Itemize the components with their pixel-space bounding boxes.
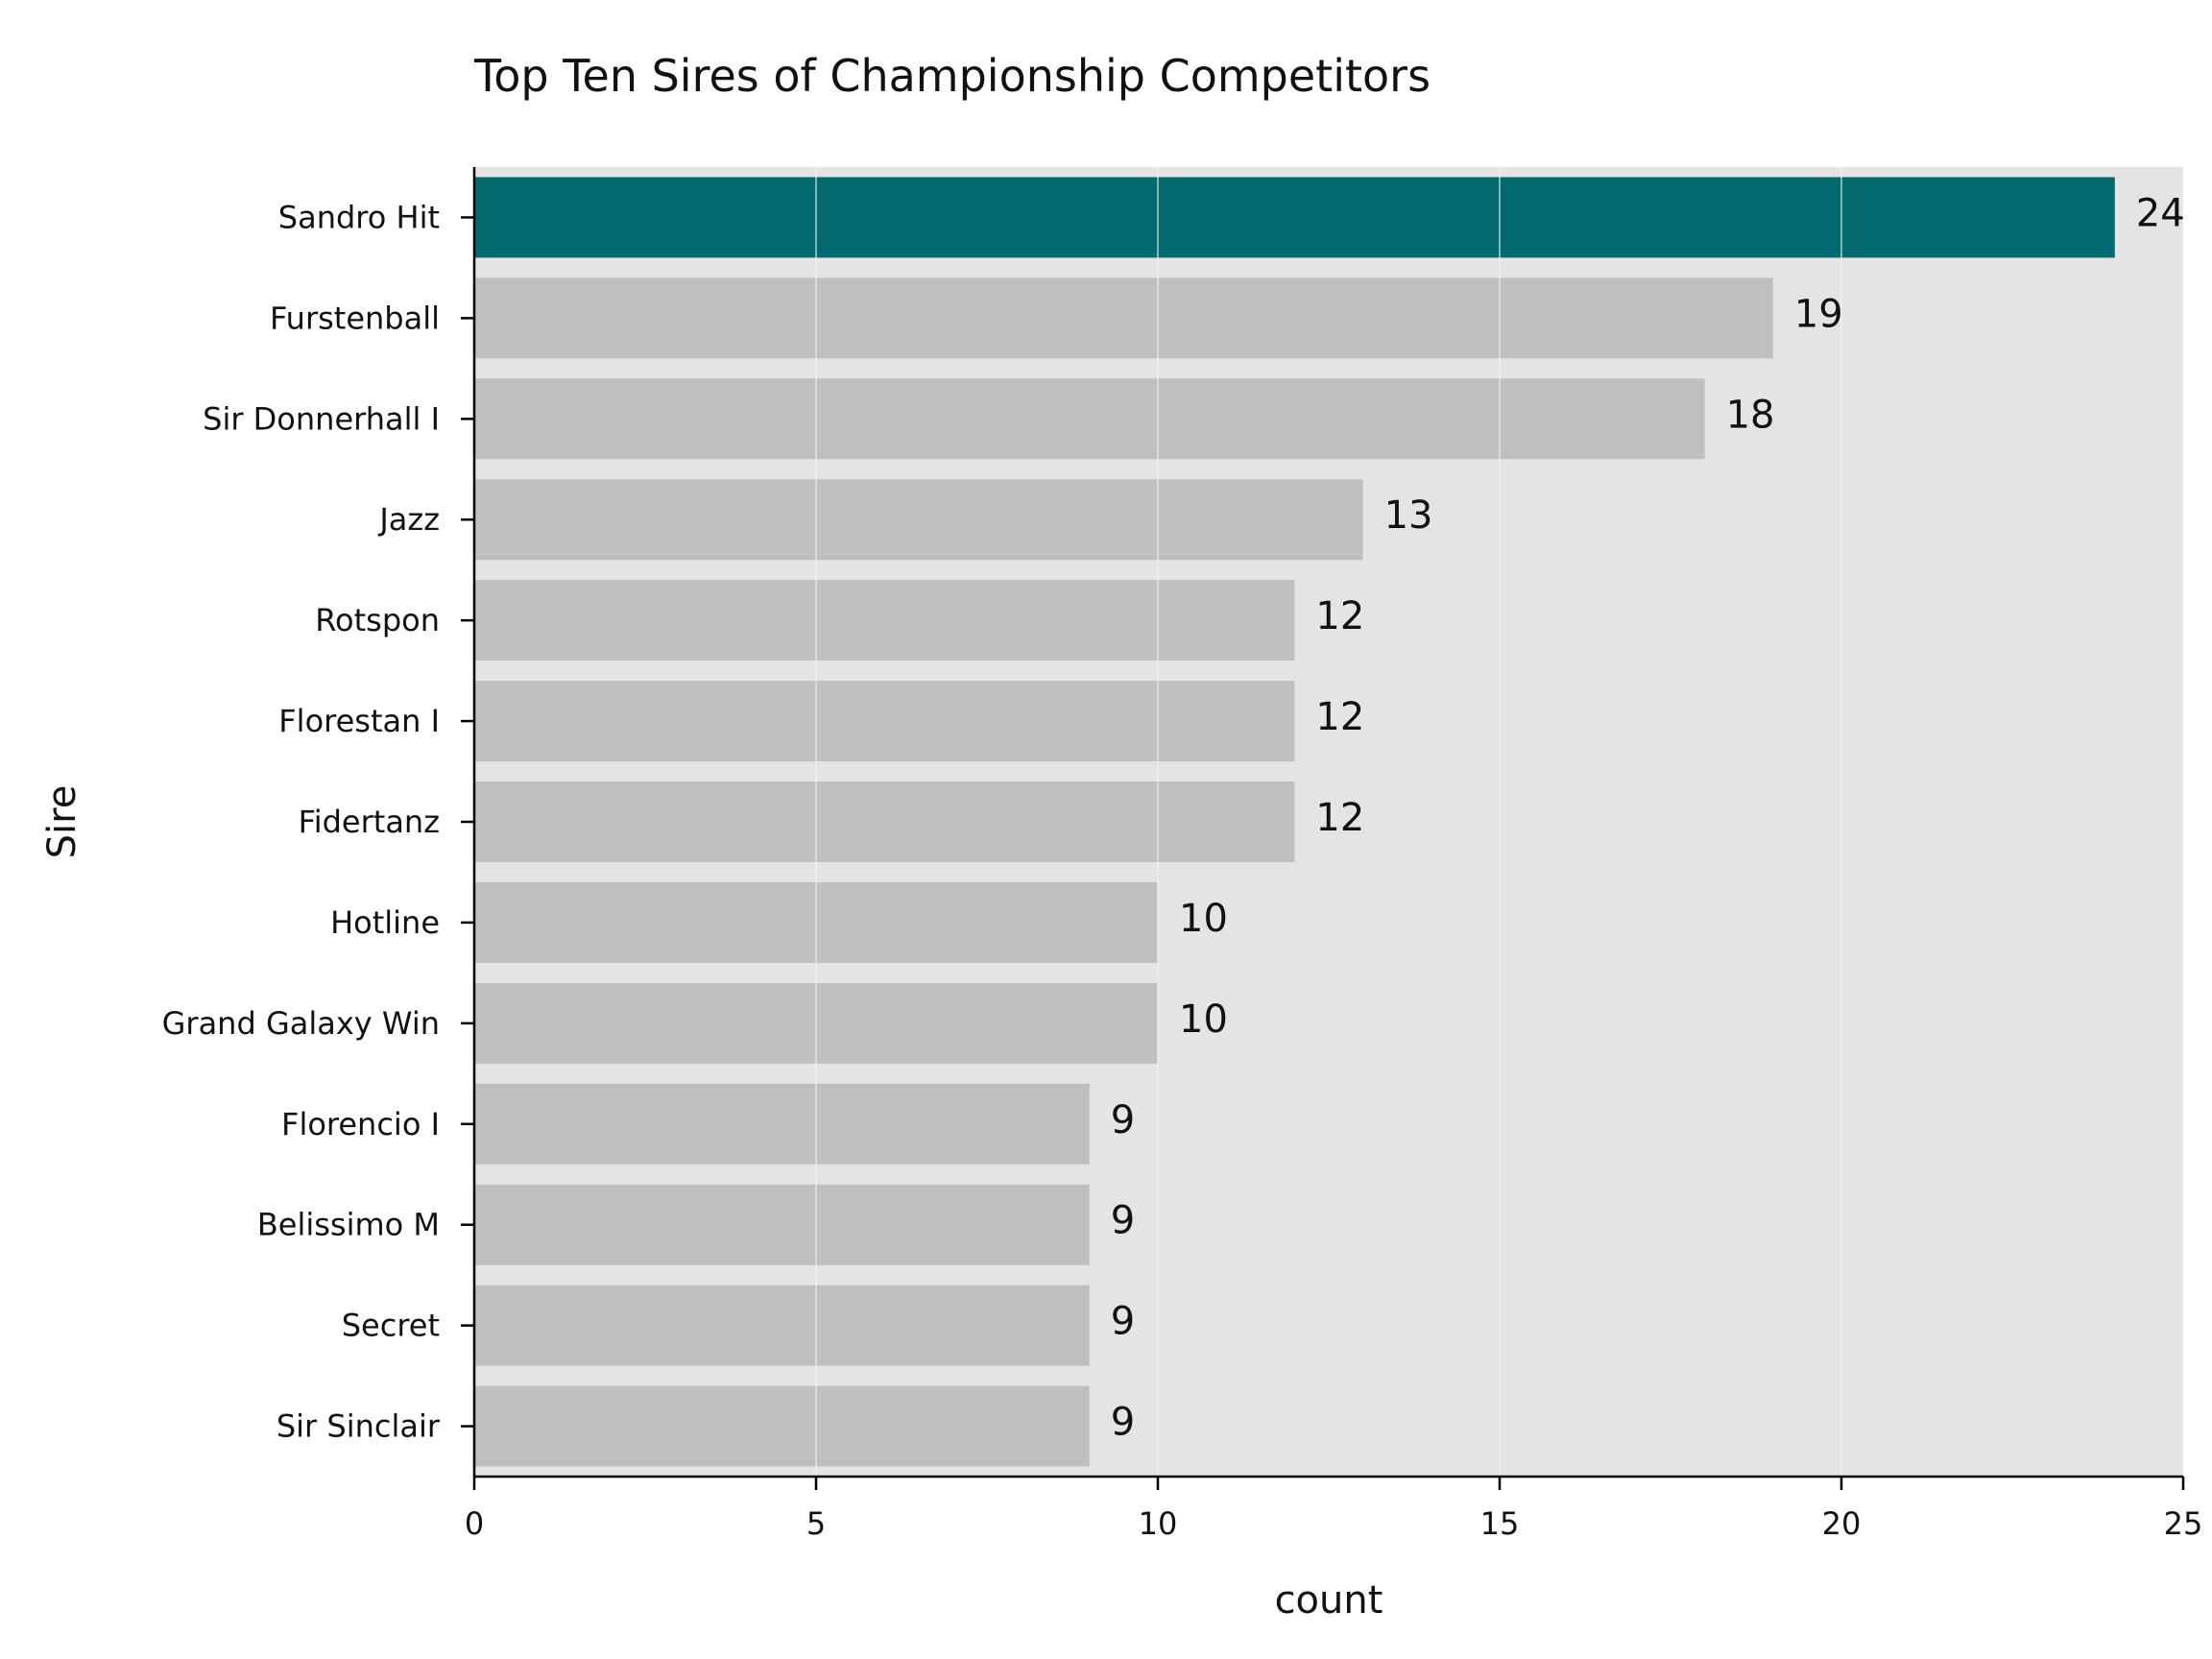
x-tick-label: 15 [1480,1505,1520,1542]
value-label: 9 [1111,1098,1135,1142]
y-tick-label: Furstenball [270,300,440,336]
y-tick-label: Belissimo M [257,1207,440,1243]
y-tick-label: Florestan I [278,703,440,739]
y-tick-label: Jazz [377,501,440,538]
y-tick-label: Grand Galaxy Win [162,1005,440,1042]
x-axis-label: count [1275,1578,1383,1623]
value-label: 9 [1111,1300,1135,1344]
value-label: 9 [1111,1199,1135,1243]
bar-sir-donnerhall-i [474,378,1705,460]
value-label: 13 [1384,493,1433,538]
x-ticks: 0 5 10 15 20 25 [465,1477,2203,1542]
y-tick-label: Hotline [330,904,440,941]
y-ticks: Sandro Hit Furstenball Sir Donnerhall I Jaz… [162,199,474,1445]
x-tick-label: 5 [806,1505,826,1542]
x-tick-label: 20 [1822,1505,1862,1542]
bar-fidertanz [474,781,1295,862]
value-label: 19 [1794,292,1843,336]
value-label: 18 [1726,393,1775,437]
value-labels: 24 19 18 13 12 12 12 10 10 9 9 9 9 [1111,191,2185,1444]
bar-secret [474,1285,1090,1366]
value-label: 24 [2136,191,2185,235]
y-tick-label: Sir Sinclair [276,1408,441,1445]
value-label: 9 [1111,1401,1135,1445]
x-tick-label: 10 [1139,1505,1178,1542]
bar-rotspon [474,580,1295,661]
grid-lines [815,167,2184,1477]
value-label: 10 [1179,998,1228,1042]
bar-florencio-i [474,1083,1090,1165]
bar-sandro-hit [474,177,2115,258]
value-label: 12 [1315,695,1364,739]
bar-furstenball [474,277,1773,359]
chart-title: Top Ten Sires of Championship Competitor… [473,50,1431,102]
bar-jazz [474,479,1363,561]
y-axis-label: Sire [40,785,84,859]
y-tick-label: Fidertanz [299,804,440,840]
y-tick-label: Sandro Hit [278,199,440,235]
value-label: 12 [1315,594,1364,638]
value-label: 10 [1179,897,1228,941]
y-tick-label: Rotspon [315,602,440,638]
value-label: 12 [1315,796,1364,840]
bar-sir-sinclair [474,1385,1090,1467]
y-tick-label: Florencio I [281,1106,440,1142]
x-tick-label: 0 [465,1505,484,1542]
x-tick-label: 25 [2164,1505,2203,1542]
bar-florestan-i [474,681,1295,762]
y-tick-label: Sir Donnerhall I [203,400,440,437]
bar-belissimo-m [474,1184,1090,1265]
y-tick-label: Secret [342,1308,440,1344]
